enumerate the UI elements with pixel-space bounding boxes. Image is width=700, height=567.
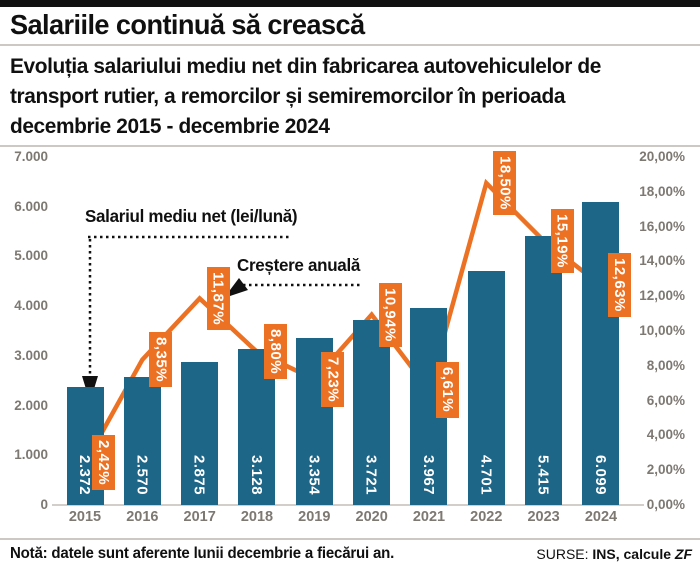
y-axis-right-tick: 8,00% <box>646 357 685 373</box>
salary-bar <box>123 377 161 505</box>
x-axis-year-label: 2024 <box>584 509 618 525</box>
growth-percent-label: 10,94% <box>378 282 402 347</box>
growth-percent-label: 8,80% <box>263 324 287 380</box>
growth-percent-label: 7,23% <box>321 351 345 407</box>
chart-subtitle: Evoluția salariului mediu net din fabric… <box>10 51 679 141</box>
bar-value-label: 3.128 <box>247 455 265 496</box>
y-axis-right-tick: 14,00% <box>639 253 685 269</box>
divider-under-title <box>0 44 700 46</box>
divider-under-subtitle <box>0 145 700 147</box>
x-axis-year-label: 2020 <box>355 509 388 525</box>
x-axis-year-label: 2015 <box>68 509 102 525</box>
growth-percent-label: 8,35% <box>149 332 173 388</box>
source-main: INS, calcule <box>592 546 675 562</box>
y-axis-right-tick: 12,00% <box>639 288 685 304</box>
salary-bar <box>525 235 563 505</box>
subtitle-line-1: Evoluția salariului mediu net din fabric… <box>10 54 601 78</box>
x-axis-year-label: 2018 <box>240 509 274 525</box>
line-series-annotation: Creștere anuală <box>237 255 361 275</box>
y-axis-left-tick: 5.000 <box>14 248 48 264</box>
bar-series-annotation: Salariul mediu net (lei/lună) <box>85 206 298 226</box>
footnote: Notă: datele sunt aferente lunii decembr… <box>10 545 395 562</box>
y-axis-right-tick: 20,00% <box>639 149 685 164</box>
y-axis-left-tick: 7.000 <box>14 149 48 164</box>
x-axis-year-label: 2017 <box>183 509 216 525</box>
x-axis-year-label: 2019 <box>298 509 331 525</box>
y-axis-right-tick: 2,00% <box>646 462 685 478</box>
salary-bar <box>353 320 391 505</box>
salary-chart: Salariul mediu net (lei/lună) Creștere a… <box>0 148 700 538</box>
salary-bar <box>467 271 505 505</box>
bar-value-label: 3.967 <box>419 455 437 496</box>
subtitle-line-2: transport rutier, a remorcilor și semire… <box>10 84 566 108</box>
x-axis-line <box>52 504 644 506</box>
source-prefix: SURSE: <box>536 546 593 562</box>
subtitle-line-3: decembrie 2015 - decembrie 2024 <box>10 114 330 138</box>
y-axis-left-tick: 3.000 <box>14 347 48 363</box>
y-axis-left-tick: 6.000 <box>14 198 48 214</box>
divider-above-footer <box>0 538 700 540</box>
x-axis-year-label: 2023 <box>527 509 560 525</box>
bar-value-label: 2.372 <box>76 455 93 496</box>
y-axis-right-tick: 16,00% <box>639 218 685 234</box>
y-axis-left-tick: 0 <box>40 497 48 512</box>
y-axis-left-tick: 4.000 <box>14 298 48 314</box>
growth-percent-label: 15,19% <box>550 208 574 273</box>
bar-value-label: 5.415 <box>534 455 552 496</box>
bar-value-label: 4.701 <box>477 455 495 496</box>
y-axis-right-tick: 0,00% <box>646 497 685 512</box>
page-title: Salariile continuă să crească <box>10 9 365 40</box>
y-axis-left-tick: 2.000 <box>14 397 48 413</box>
bar-value-label: 2.875 <box>190 455 208 496</box>
bar-value-label: 6.099 <box>591 455 609 496</box>
x-axis-year-label: 2016 <box>126 509 159 525</box>
y-axis-left-tick: 1.000 <box>14 447 48 463</box>
growth-percent-label: 6,61% <box>435 362 459 418</box>
source-credit: SURSE: INS, calcule ZF <box>536 546 692 562</box>
salary-bar <box>181 362 219 505</box>
bar-value-label: 3.721 <box>362 455 380 496</box>
y-axis-right-tick: 4,00% <box>646 427 685 443</box>
salary-bar <box>582 201 620 505</box>
bar-value-label: 2.570 <box>133 455 151 496</box>
y-axis-right-tick: 10,00% <box>639 323 685 338</box>
y-axis-right-tick: 6,00% <box>646 392 685 408</box>
growth-percent-label: 2,42% <box>92 435 115 491</box>
growth-percent-label: 12,63% <box>607 253 631 318</box>
growth-percent-label: 11,87% <box>206 266 230 330</box>
growth-percent-label: 18,50% <box>493 151 517 215</box>
top-black-bar <box>0 0 700 7</box>
bar-value-label: 3.354 <box>305 455 323 496</box>
y-axis-right-tick: 18,00% <box>639 183 685 199</box>
source-zf-logo: ZF <box>674 546 692 562</box>
x-axis-year-label: 2022 <box>470 509 503 525</box>
x-axis-year-label: 2021 <box>412 509 446 525</box>
